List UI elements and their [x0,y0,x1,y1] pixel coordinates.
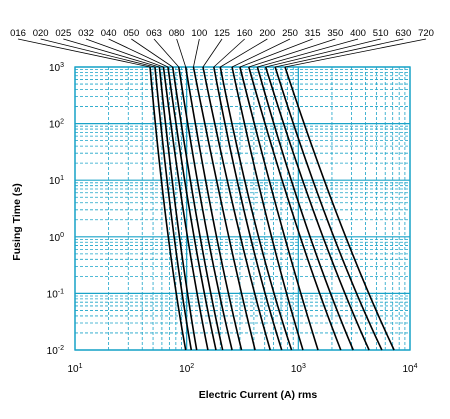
rating-label-040: 040 [101,28,117,39]
fusing-curve-063 [177,66,233,351]
rating-leader-line [248,38,336,68]
rating-label-510: 510 [373,28,389,39]
fusing-curve-720 [284,66,395,351]
fusing-curve-350 [248,66,342,351]
fusing-curve-050 [171,66,224,351]
rating-leader-line [202,38,223,68]
fusing-curve-016 [149,66,187,351]
rating-label-020: 020 [33,28,49,39]
x-tick-label: 104 [402,363,417,375]
rating-label-720: 720 [418,28,434,39]
y-tick-label: 10-2 [47,345,64,357]
plot-frame [74,66,411,351]
rating-leader-line [193,38,200,68]
y-tick-label: 100 [49,232,64,244]
rating-label-080: 080 [169,28,185,39]
rating-leader-line [63,38,160,68]
rating-label-315: 315 [305,28,321,39]
rating-label-160: 160 [237,28,253,39]
x-tick-label: 103 [291,363,306,375]
rating-label-250: 250 [282,28,298,39]
rating-label-016: 016 [10,28,26,39]
fusing-curve-510 [264,66,370,351]
rating-leader-line [176,38,187,68]
rating-leader-line [239,38,313,68]
rating-leader-line [131,38,173,68]
fusing-curve-250 [231,66,304,351]
fusing-curve-630 [274,66,383,351]
rating-leader-line [257,38,359,68]
chart-grid [74,66,411,351]
fusing-curves [149,66,395,351]
y-tick-label: 102 [49,119,64,131]
y-axis-tick-labels: 10-2 10-1 100 101 102 103 [47,62,64,357]
rating-label-200: 200 [259,28,275,39]
x-tick-label: 102 [179,363,194,375]
fusing-curve-032 [162,66,209,351]
fusing-curve-200 [219,66,293,351]
x-axis-tick-labels: 101 102 103 104 [67,363,417,375]
y-tick-label: 10-1 [47,288,64,300]
rating-label-400: 400 [350,28,366,39]
fusing-curve-080 [184,66,243,351]
fusing-curve-100 [192,66,256,351]
rating-label-032: 032 [78,28,94,39]
rating-leader-line [17,38,151,68]
fusing-curve-020 [154,66,193,351]
x-tick-label: 101 [67,363,82,375]
fusing-curve-040 [167,66,217,351]
fusing-curve-160 [213,66,283,351]
rating-label-025: 025 [55,28,71,39]
rating-leader-line [153,38,180,68]
rating-label-125: 125 [214,28,230,39]
rating-leader-line [40,38,156,68]
rating-label-350: 350 [327,28,343,39]
y-axis-title: Fusing Time (s) [11,183,23,260]
rating-label-050: 050 [123,28,139,39]
rating-leader-line [108,38,169,68]
rating-leader-line [213,38,245,68]
rating-label-100: 100 [191,28,207,39]
rating-labels: 016 020 025 032 040 050 063 080 100 125 160 200 250 3… [10,28,434,68]
rating-leader-line [265,38,381,68]
y-tick-label: 103 [49,62,64,74]
fusing-curve-400 [256,66,354,351]
rating-leader-line [85,38,164,68]
rating-label-063: 063 [146,28,162,39]
rating-leader-line [275,38,404,68]
rating-leader-line [220,38,268,68]
fusing-curve-315 [239,66,319,351]
rating-leader-line [284,38,427,68]
fusing-curve-125 [202,66,271,351]
x-axis-title: Electric Current (A) rms [199,389,318,401]
y-tick-label: 101 [49,175,64,187]
rating-leader-line [231,38,291,68]
fusing-curve-025 [158,66,198,351]
rating-label-630: 630 [395,28,411,39]
